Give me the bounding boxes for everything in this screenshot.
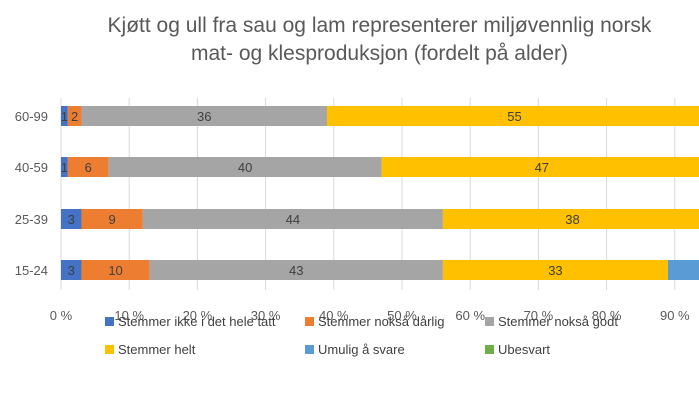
legend-item-2: Stemmer nokså godt: [485, 314, 685, 329]
legend-item-1: Stemmer nokså dårlig: [305, 314, 485, 329]
bar-60-99-series-0: [61, 106, 68, 126]
bar-40-59-series-0: [61, 157, 68, 177]
data-label-40-59-series-0: 1: [61, 160, 68, 175]
x-tick-label-0: 0 %: [50, 308, 73, 323]
data-label-40-59-series-3: 47: [535, 160, 549, 175]
x-tick-label-6: 60 %: [455, 308, 485, 323]
x-tick-label-2: 20 %: [183, 308, 213, 323]
x-tick-label-8: 80 %: [592, 308, 622, 323]
data-label-60-99-series-0: 1: [61, 109, 68, 124]
chart-title-line-1: Kjøtt og ull fra sau og lam representere…: [107, 14, 652, 37]
bar-15-24-series-4: [667, 260, 699, 280]
legend-swatch-5: [485, 345, 494, 354]
data-label-25-39-series-3: 38: [565, 212, 579, 227]
data-label-25-39-series-2: 44: [286, 212, 300, 227]
legend-item-5: Ubesvart: [485, 342, 685, 357]
legend-label-2: Stemmer nokså godt: [498, 314, 618, 329]
data-label-15-24-series-0: 3: [68, 263, 75, 278]
legend-item-3: Stemmer helt: [105, 342, 305, 357]
bar-40-59-series-1: [67, 157, 109, 177]
legend-swatch-1: [305, 317, 314, 326]
data-label-60-99-series-2: 36: [197, 109, 211, 124]
data-label-15-24-series-3: 33: [548, 263, 562, 278]
data-label-60-99-series-1: 2: [71, 109, 78, 124]
legend-swatch-3: [105, 345, 114, 354]
legend-label-3: Stemmer helt: [118, 342, 196, 357]
bar-60-99-series-1: [67, 106, 82, 126]
data-label-15-24-series-1: 10: [108, 263, 122, 278]
bar-60-99-series-3: [326, 106, 699, 126]
data-label-60-99-series-3: 55: [507, 109, 521, 124]
y-tick-label-40-59: 40-59: [15, 160, 48, 175]
bar-40-59-series-3: [381, 157, 699, 177]
bar-15-24-series-3: [442, 260, 668, 280]
legend-label-4: Umulig å svare: [318, 342, 405, 357]
x-tick-label-1: 10 %: [114, 308, 144, 323]
bar-25-39-series-2: [142, 209, 443, 229]
legend-swatch-0: [105, 317, 114, 326]
bar-25-39-series-3: [442, 209, 699, 229]
x-tick-label-4: 40 %: [319, 308, 349, 323]
legend-label-5: Ubesvart: [498, 342, 551, 357]
bar-15-24-series-1: [81, 260, 150, 280]
bar-25-39-series-0: [61, 209, 82, 229]
x-tick-label-9: 90 %: [660, 308, 690, 323]
legend-swatch-4: [305, 345, 314, 354]
data-label-15-24-series-2: 43: [289, 263, 303, 278]
bar-40-59-series-2: [108, 157, 382, 177]
legend-label-0: Stemmer ikke i det hele tatt: [118, 314, 276, 329]
data-label-25-39-series-0: 3: [68, 212, 75, 227]
bar-15-24-series-0: [61, 260, 82, 280]
chart-title: Kjøtt og ull fra sau og lam representere…: [60, 12, 699, 68]
data-label-40-59-series-2: 40: [238, 160, 252, 175]
legend-item-0: Stemmer ikke i det hele tatt: [105, 314, 305, 329]
bar-25-39-series-1: [81, 209, 143, 229]
legend-swatch-2: [485, 317, 494, 326]
legend-label-1: Stemmer nokså dårlig: [318, 314, 445, 329]
legend-item-4: Umulig å svare: [305, 342, 485, 357]
x-tick-label-5: 50 %: [387, 308, 417, 323]
x-tick-label-3: 30 %: [251, 308, 281, 323]
data-label-40-59-series-1: 6: [85, 160, 92, 175]
y-tick-label-60-99: 60-99: [15, 109, 48, 124]
legend: Stemmer ikke i det hele tatt Stemmer noks…: [105, 314, 699, 357]
chart-title-line-2: mat- og klesproduksjon (fordelt på alder…: [190, 42, 568, 65]
x-tick-label-7: 70 %: [524, 308, 554, 323]
bar-15-24-series-2: [149, 260, 443, 280]
y-tick-label-25-39: 25-39: [15, 212, 48, 227]
bar-60-99-series-2: [81, 106, 327, 126]
data-label-25-39-series-1: 9: [109, 212, 116, 227]
y-tick-label-15-24: 15-24: [15, 263, 48, 278]
